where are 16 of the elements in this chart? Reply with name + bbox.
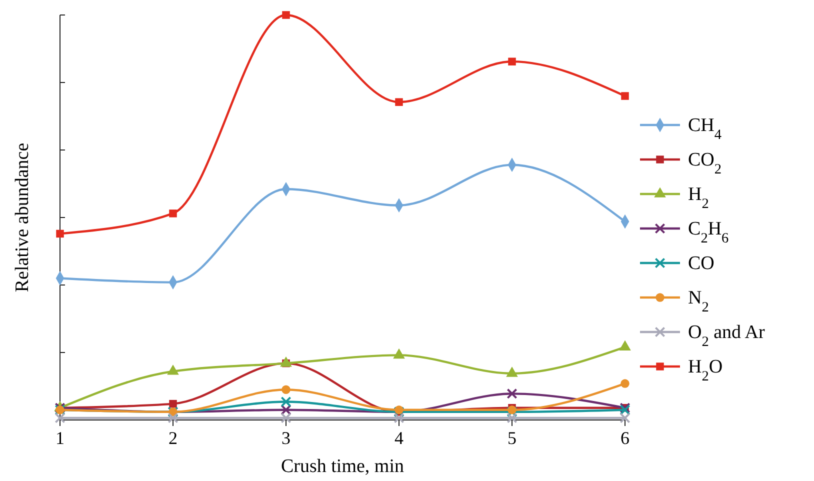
legend-label: H$_{2}$ bbox=[688, 184, 709, 212]
legend-label: C$_{2}$H$_{6}$ bbox=[688, 218, 729, 246]
legend-label: CO bbox=[688, 253, 714, 274]
x-tick-label: 4 bbox=[394, 428, 404, 448]
y-axis-title: Relative abundance bbox=[12, 142, 33, 292]
x-tick-label: 3 bbox=[282, 428, 290, 448]
legend-label: H$_{2}$O bbox=[688, 356, 723, 384]
x-axis-title: Crush time, min bbox=[281, 456, 404, 477]
legend-label: N$_{2}$ bbox=[688, 288, 709, 316]
x-tick-label: 1 bbox=[56, 428, 64, 448]
x-tick-label: 5 bbox=[508, 428, 516, 448]
x-tick-label: 6 bbox=[620, 428, 630, 448]
legend-label: CH$_{4}$ bbox=[688, 115, 722, 143]
x-tick-label: 2 bbox=[168, 428, 178, 448]
legend-label: CO$_{2}$ bbox=[688, 150, 722, 178]
legend-label: O$_{2}$ and Ar bbox=[688, 322, 766, 350]
